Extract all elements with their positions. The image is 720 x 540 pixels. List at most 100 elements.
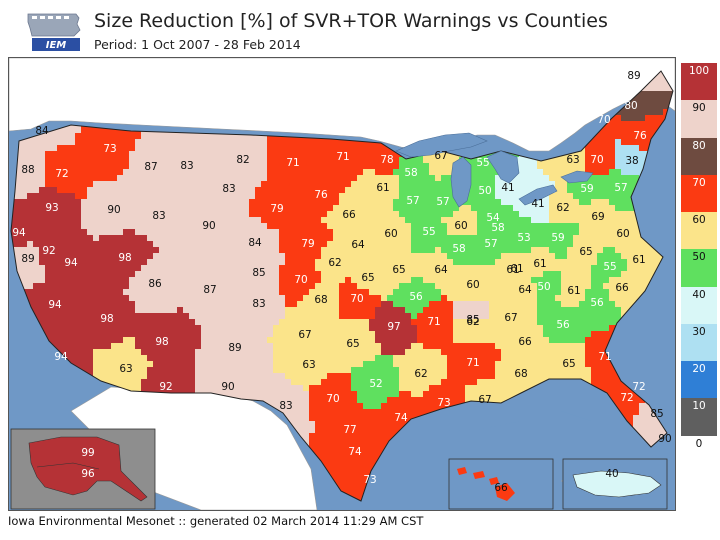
region-cell bbox=[495, 271, 502, 278]
region-cell bbox=[321, 151, 328, 158]
region-cell bbox=[417, 169, 424, 176]
region-cell bbox=[513, 259, 520, 266]
region-cell bbox=[369, 193, 376, 200]
region-cell bbox=[267, 301, 274, 308]
region-cell bbox=[465, 253, 472, 260]
region-cell bbox=[237, 295, 244, 302]
region-cell bbox=[513, 307, 520, 314]
region-cell bbox=[201, 325, 208, 332]
region-cell bbox=[585, 145, 592, 152]
region-cell bbox=[63, 133, 70, 140]
region-cell bbox=[621, 223, 628, 230]
region-cell bbox=[219, 145, 226, 152]
region-cell bbox=[537, 217, 544, 224]
region-cell bbox=[111, 283, 118, 290]
region-cell bbox=[69, 211, 76, 218]
region-cell bbox=[183, 325, 190, 332]
region-cell bbox=[171, 199, 178, 206]
region-cell bbox=[639, 259, 646, 266]
region-cell bbox=[585, 271, 592, 278]
region-cell bbox=[303, 229, 310, 236]
region-cell bbox=[243, 181, 250, 188]
region-cell bbox=[135, 277, 142, 284]
region-cell bbox=[387, 289, 394, 296]
region-cell bbox=[225, 325, 232, 332]
region-cell bbox=[615, 277, 622, 284]
region-cell bbox=[579, 313, 586, 320]
region-cell bbox=[525, 265, 532, 272]
region-cell bbox=[201, 301, 208, 308]
region-cell bbox=[27, 211, 34, 218]
region-cell bbox=[615, 163, 622, 170]
region-cell bbox=[165, 271, 172, 278]
region-cell bbox=[99, 289, 106, 296]
region-cell bbox=[471, 229, 478, 236]
region-cell bbox=[207, 325, 214, 332]
region-cell bbox=[597, 319, 604, 326]
region-cell bbox=[543, 289, 550, 296]
region-cell bbox=[333, 247, 340, 254]
region-cell bbox=[345, 253, 352, 260]
region-cell bbox=[219, 295, 226, 302]
iem-logo: IEM bbox=[26, 10, 86, 52]
region-cell bbox=[75, 325, 82, 332]
region-cell bbox=[255, 211, 262, 218]
region-cell bbox=[543, 217, 550, 224]
region-cell bbox=[447, 259, 454, 266]
region-cell bbox=[51, 259, 58, 266]
region-cell bbox=[285, 325, 292, 332]
region-cell bbox=[135, 241, 142, 248]
region-cell bbox=[129, 157, 136, 164]
region-cell bbox=[375, 301, 382, 308]
region-cell bbox=[543, 211, 550, 218]
region-cell bbox=[135, 283, 142, 290]
region-cell bbox=[597, 289, 604, 296]
region-cell bbox=[339, 301, 346, 308]
region-cell bbox=[321, 217, 328, 224]
region-cell bbox=[39, 289, 46, 296]
region-cell bbox=[237, 151, 244, 158]
region-cell bbox=[381, 223, 388, 230]
region-cell bbox=[129, 265, 136, 272]
region-cell bbox=[483, 163, 490, 170]
region-cell bbox=[243, 199, 250, 206]
region-cell bbox=[195, 319, 202, 326]
region-cell bbox=[267, 175, 274, 182]
region-cell bbox=[309, 277, 316, 284]
region-cell bbox=[93, 187, 100, 194]
region-cell bbox=[147, 325, 154, 332]
region-cell bbox=[345, 289, 352, 296]
region-cell bbox=[39, 307, 46, 314]
region-cell bbox=[303, 175, 310, 182]
region-cell bbox=[333, 307, 340, 314]
region-cell bbox=[375, 241, 382, 248]
region-cell bbox=[33, 181, 40, 188]
region-cell bbox=[129, 139, 136, 146]
region-cell bbox=[609, 157, 616, 164]
region-cell bbox=[159, 247, 166, 254]
region-cell bbox=[273, 193, 280, 200]
region-cell bbox=[231, 157, 238, 164]
region-cell bbox=[309, 187, 316, 194]
region-cell bbox=[81, 145, 88, 152]
region-cell bbox=[165, 151, 172, 158]
region-cell bbox=[405, 289, 412, 296]
region-cell bbox=[393, 325, 400, 332]
region-cell bbox=[213, 145, 220, 152]
region-cell bbox=[375, 307, 382, 314]
region-cell bbox=[267, 223, 274, 230]
region-cell bbox=[183, 271, 190, 278]
region-cell bbox=[333, 175, 340, 182]
region-cell bbox=[207, 319, 214, 326]
region-cell bbox=[45, 271, 52, 278]
region-cell bbox=[207, 187, 214, 194]
region-cell bbox=[495, 319, 502, 326]
region-cell bbox=[255, 235, 262, 242]
region-cell bbox=[645, 121, 652, 128]
region-cell bbox=[327, 259, 334, 266]
region-cell bbox=[411, 253, 418, 260]
region-cell bbox=[135, 265, 142, 272]
region-cell bbox=[489, 175, 496, 182]
region-cell bbox=[579, 289, 586, 296]
region-cell bbox=[537, 223, 544, 230]
